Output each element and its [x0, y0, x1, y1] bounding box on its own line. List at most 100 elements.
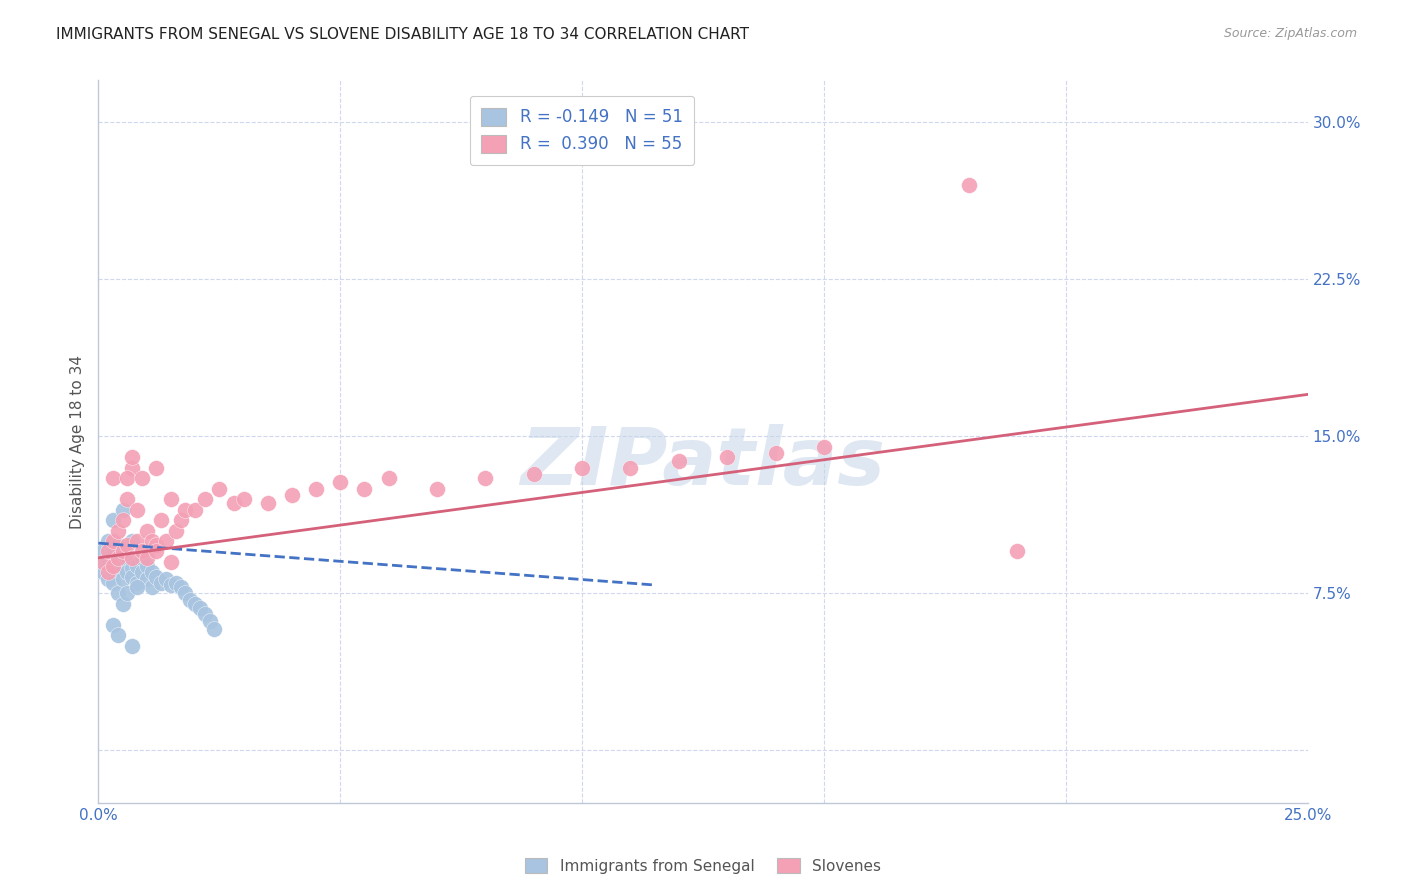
Point: [107, 586, 129, 600]
Point: [765, 446, 787, 460]
Point: [97, 566, 120, 580]
Point: [198, 614, 221, 628]
Point: [101, 559, 124, 574]
Point: [107, 550, 129, 565]
Point: [135, 550, 157, 565]
Point: [353, 482, 375, 496]
Point: [571, 460, 593, 475]
Point: [474, 471, 496, 485]
Point: [169, 513, 191, 527]
Point: [111, 597, 134, 611]
Point: [957, 178, 980, 192]
Point: [117, 586, 139, 600]
Point: [111, 559, 134, 574]
Point: [101, 555, 124, 569]
Point: [174, 502, 197, 516]
Point: [377, 471, 399, 485]
Point: [668, 454, 690, 468]
Point: [179, 592, 201, 607]
Point: [131, 566, 153, 580]
Point: [184, 502, 207, 516]
Point: [160, 555, 183, 569]
Point: [208, 482, 231, 496]
Point: [165, 524, 187, 538]
Point: [107, 628, 129, 642]
Point: [121, 569, 143, 583]
Point: [111, 544, 134, 558]
Point: [145, 544, 167, 558]
Point: [204, 622, 226, 636]
Point: [91, 555, 114, 569]
Point: [127, 502, 149, 516]
Point: [131, 550, 153, 565]
Point: [716, 450, 738, 465]
Text: IMMIGRANTS FROM SENEGAL VS SLOVENE DISABILITY AGE 18 TO 34 CORRELATION CHART: IMMIGRANTS FROM SENEGAL VS SLOVENE DISAB…: [56, 27, 749, 42]
Point: [97, 572, 120, 586]
Point: [127, 580, 149, 594]
Point: [523, 467, 546, 481]
Y-axis label: Disability Age 18 to 34: Disability Age 18 to 34: [69, 354, 84, 529]
Point: [91, 544, 114, 558]
Point: [141, 580, 163, 594]
Point: [1007, 544, 1029, 558]
Point: [256, 496, 278, 510]
Point: [141, 534, 163, 549]
Point: [131, 544, 153, 558]
Point: [111, 502, 134, 516]
Point: [169, 580, 191, 594]
Point: [101, 575, 124, 590]
Point: [121, 550, 143, 565]
Point: [117, 538, 139, 552]
Point: [281, 488, 304, 502]
Point: [97, 559, 120, 574]
Point: [619, 460, 641, 475]
Point: [194, 607, 217, 622]
Point: [101, 617, 124, 632]
Point: [150, 513, 173, 527]
Point: [131, 471, 153, 485]
Point: [145, 460, 167, 475]
Point: [111, 572, 134, 586]
Legend: Immigrants from Senegal, Slovenes: Immigrants from Senegal, Slovenes: [519, 852, 887, 880]
Point: [101, 544, 124, 558]
Point: [127, 559, 149, 574]
Point: [117, 566, 139, 580]
Point: [145, 538, 167, 552]
Point: [194, 492, 217, 507]
Point: [155, 534, 177, 549]
Point: [117, 492, 139, 507]
Point: [117, 555, 139, 569]
Point: [232, 492, 254, 507]
Point: [121, 534, 143, 549]
Point: [813, 440, 835, 454]
Point: [107, 538, 129, 552]
Point: [184, 597, 207, 611]
Point: [91, 555, 114, 569]
Point: [101, 534, 124, 549]
Point: [160, 578, 183, 592]
Point: [111, 513, 134, 527]
Legend: R = -0.149   N = 51, R =  0.390   N = 55: R = -0.149 N = 51, R = 0.390 N = 55: [470, 95, 695, 165]
Point: [150, 575, 173, 590]
Point: [165, 575, 187, 590]
Point: [121, 561, 143, 575]
Text: ZIPatlas: ZIPatlas: [520, 425, 886, 502]
Text: Source: ZipAtlas.com: Source: ZipAtlas.com: [1223, 27, 1357, 40]
Point: [97, 544, 120, 558]
Point: [107, 550, 129, 565]
Point: [174, 586, 197, 600]
Point: [91, 566, 114, 580]
Point: [141, 566, 163, 580]
Point: [121, 450, 143, 465]
Point: [145, 569, 167, 583]
Point: [97, 550, 120, 565]
Point: [101, 471, 124, 485]
Point: [117, 471, 139, 485]
Point: [107, 524, 129, 538]
Point: [160, 492, 183, 507]
Point: [329, 475, 352, 490]
Point: [121, 460, 143, 475]
Point: [135, 572, 157, 586]
Point: [135, 559, 157, 574]
Point: [305, 482, 328, 496]
